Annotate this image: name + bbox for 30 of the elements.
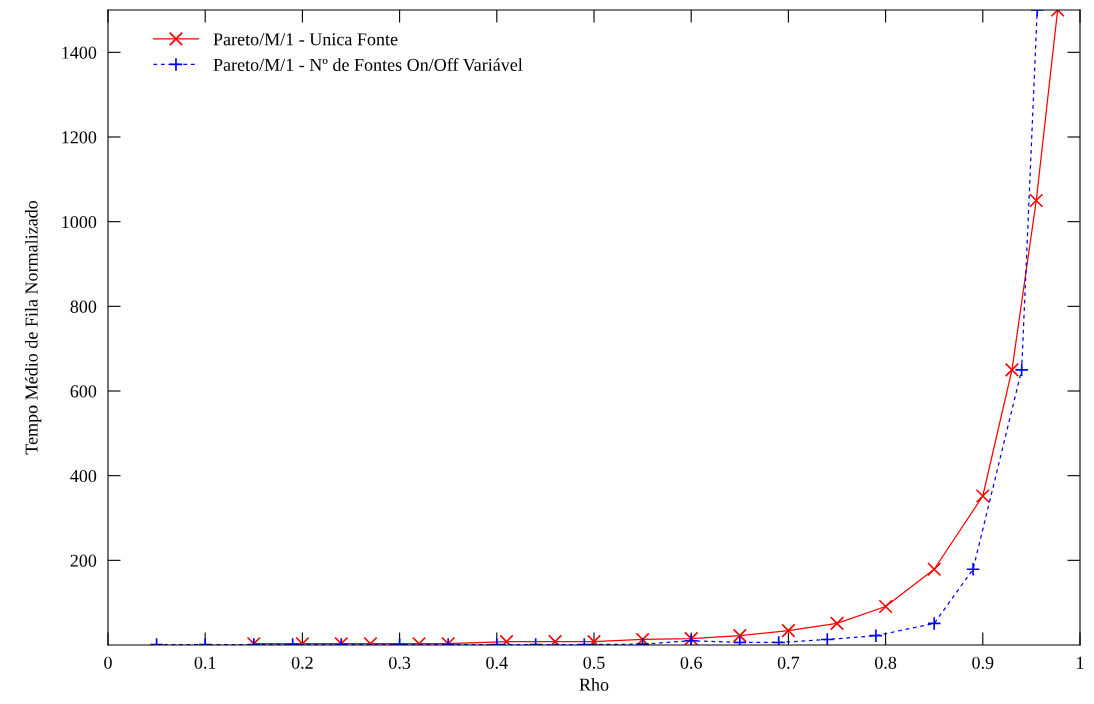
point [499,634,514,645]
x-tick-label: 0.7 [777,656,800,669]
y-tick-label: 1000 [62,215,97,229]
x-tick-label: 0.4 [486,656,508,669]
point [1029,193,1044,208]
x-tick-label: 0.8 [875,656,897,669]
point [548,634,563,645]
x-tick-label: 0.3 [389,656,411,669]
point [1014,362,1029,377]
legend-label: Pareto/M/1 - Unica Fonte [213,33,398,46]
y-tick-label: 200 [70,554,97,567]
y-tick-label: 1400 [62,46,97,59]
x-tick-label: 0.1 [194,656,216,669]
x-tick-label: 1 [1077,656,1084,669]
point [975,488,990,504]
y-axis-title: Tempo Médio de Fila Normalizado [24,200,42,455]
x-tick-label: 0.5 [583,656,605,669]
point [1004,362,1020,377]
x-tick-label: 0 [104,656,112,669]
x-tick-label: 0.2 [291,656,313,669]
x-axis-title: Rho [579,678,609,691]
y-tick-label: 400 [70,469,97,483]
legend-label: Pareto/M/1 - Nº de Fontes On/Off Variável [213,58,523,72]
point [820,632,835,645]
x-tick-label: 0.6 [680,656,702,669]
y-tick-label: 600 [70,385,97,398]
point [635,632,650,645]
y-tick-label: 1200 [62,131,97,144]
x-tick-label: 0.9 [972,656,994,669]
y-tick-label: 800 [70,300,97,313]
